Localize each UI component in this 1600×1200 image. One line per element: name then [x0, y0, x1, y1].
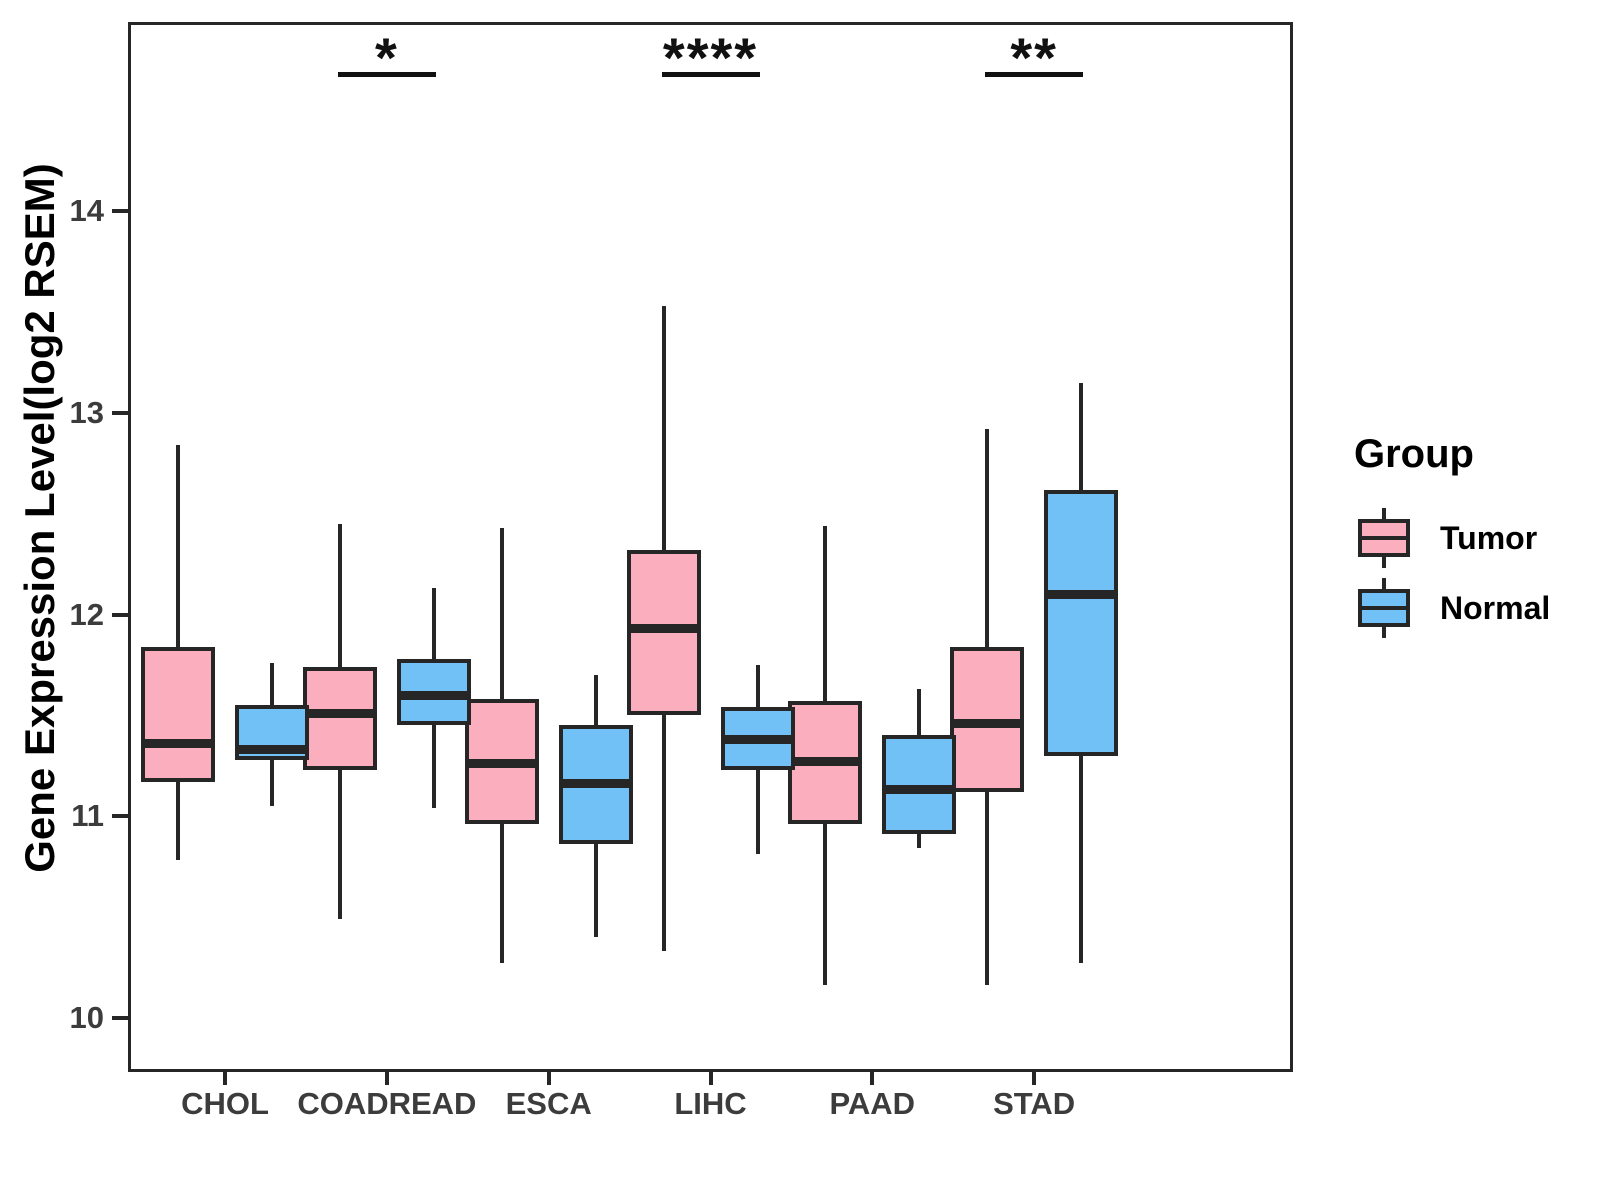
significance-label-LIHC: ****: [662, 26, 759, 89]
box-tumor-COADREAD: [302, 666, 377, 770]
y-tick: [112, 410, 128, 415]
legend-entry-normal: Normal: [1356, 573, 1596, 643]
y-tick: [112, 209, 128, 214]
y-tick-label: 14: [69, 193, 104, 229]
legend-key-median: [1362, 536, 1406, 540]
median-tumor-CHOL: [145, 738, 212, 748]
legend-key-boxplot-icon: [1356, 576, 1412, 640]
y-tick-label: 12: [69, 596, 104, 632]
y-tick: [112, 814, 128, 819]
x-category-label: LIHC: [674, 1086, 747, 1121]
x-category-label: PAAD: [829, 1086, 916, 1121]
median-normal-ESCA: [562, 779, 629, 789]
x-category-label: CHOL: [181, 1086, 269, 1121]
significance-label-STAD: **: [1010, 26, 1058, 89]
legend: Group Tumor Normal: [1330, 432, 1596, 643]
median-normal-CHOL: [239, 745, 306, 755]
box-tumor-CHOL: [141, 646, 216, 782]
legend-title: Group: [1354, 432, 1474, 476]
median-normal-PAAD: [886, 785, 953, 795]
y-axis-title: Gene Expression Level(log2 RSEM): [16, 163, 63, 873]
significance-line-STAD: [985, 72, 1084, 77]
x-tick: [708, 1072, 713, 1085]
significance-line-LIHC: [661, 72, 760, 77]
significance-line-COADREAD: [337, 72, 436, 77]
x-category-label: COADREAD: [297, 1086, 477, 1121]
legend-label: Normal: [1440, 589, 1551, 626]
legend-entry-tumor: Tumor: [1356, 503, 1596, 573]
median-tumor-COADREAD: [306, 708, 373, 718]
legend-key-boxplot-icon: [1356, 506, 1412, 570]
median-normal-COADREAD: [400, 690, 467, 700]
median-normal-LIHC: [724, 734, 791, 744]
x-tick: [1032, 1072, 1037, 1085]
y-tick: [112, 1015, 128, 1020]
y-tick-label: 10: [69, 999, 104, 1035]
legend-key-median: [1362, 606, 1406, 610]
y-tick-label: 11: [71, 798, 104, 834]
y-tick-label: 13: [69, 394, 104, 430]
x-tick: [223, 1072, 228, 1085]
x-category-label: STAD: [993, 1086, 1076, 1121]
y-tick: [112, 612, 128, 617]
plot-panel: [128, 22, 1293, 1072]
x-category-label: ESCA: [505, 1086, 592, 1121]
median-tumor-LIHC: [630, 624, 697, 634]
median-tumor-PAAD: [792, 757, 859, 767]
legend-entries: Tumor Normal: [1330, 503, 1596, 643]
median-tumor-STAD: [954, 718, 1021, 728]
significance-label-COADREAD: *: [374, 26, 399, 89]
x-tick: [870, 1072, 875, 1085]
median-normal-STAD: [1048, 589, 1115, 599]
x-tick: [546, 1072, 551, 1085]
x-tick: [384, 1072, 389, 1085]
legend-label: Tumor: [1440, 519, 1538, 556]
box-normal-STAD: [1044, 489, 1119, 756]
box-normal-PAAD: [882, 735, 957, 835]
median-tumor-ESCA: [468, 759, 535, 769]
